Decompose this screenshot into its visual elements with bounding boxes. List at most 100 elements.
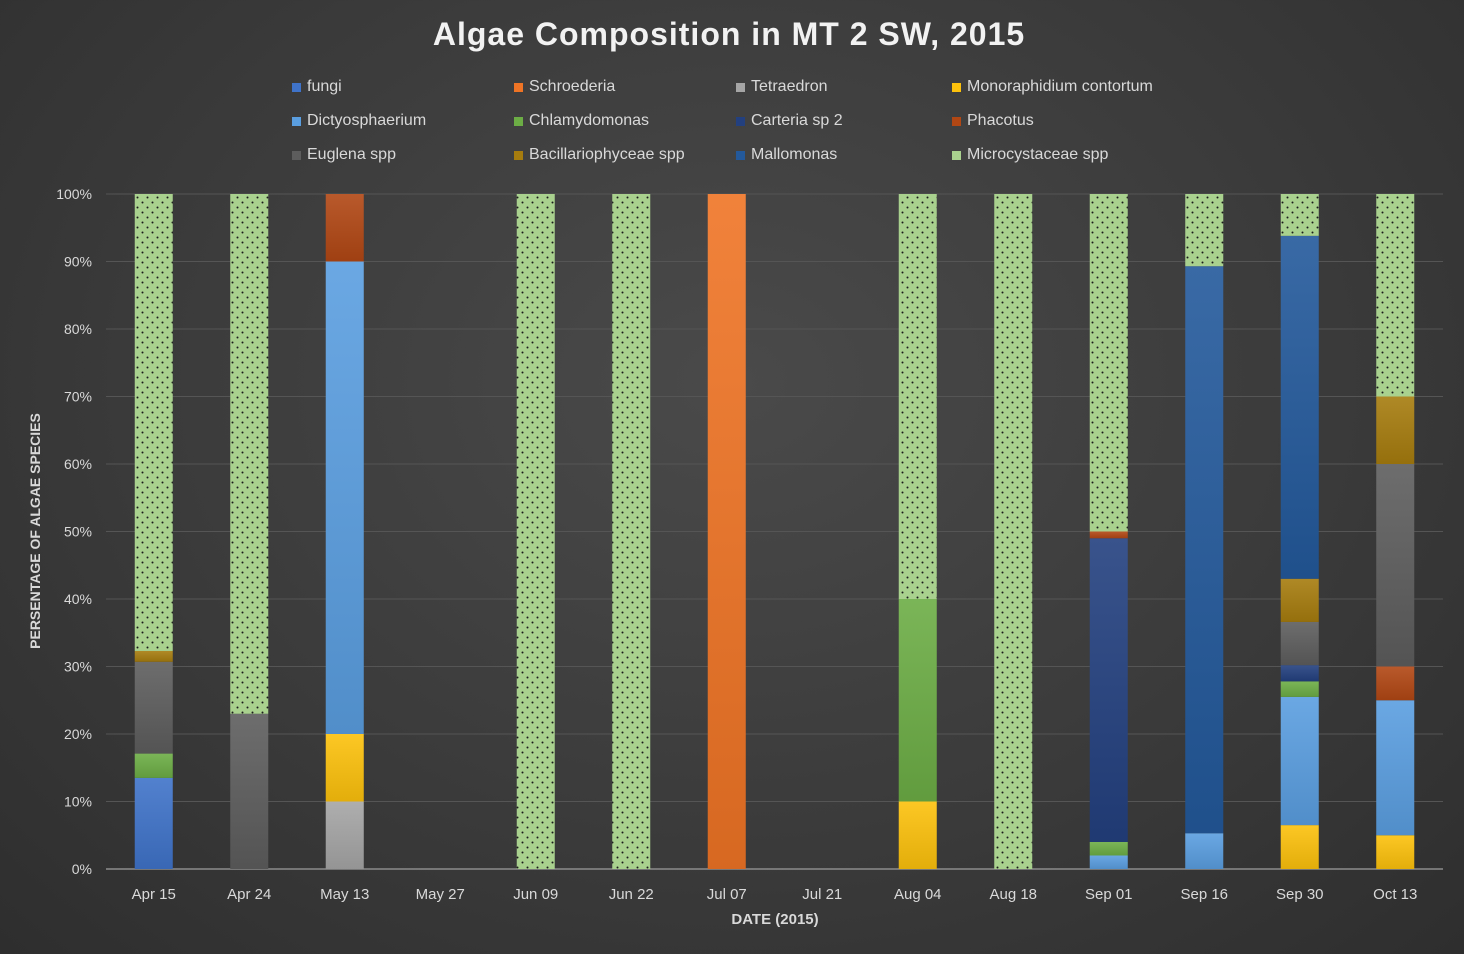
legend-swatch — [514, 116, 523, 126]
y-tick-label: 0% — [72, 861, 92, 877]
x-tick-label: Apr 15 — [132, 886, 176, 903]
bar-segment — [612, 194, 651, 869]
legend-label: Chlamydomonas — [529, 112, 650, 129]
y-tick-label: 70% — [64, 389, 92, 405]
legend-label: Schroederia — [529, 78, 616, 95]
x-tick-label: Aug 18 — [989, 886, 1037, 903]
bar-segment-shade — [325, 261, 364, 734]
legend-label: Microcystaceae spp — [967, 146, 1109, 163]
bar-segment-shade — [325, 194, 364, 262]
bar-segment-shade — [707, 194, 746, 869]
legend-label: Carteria sp 2 — [751, 112, 843, 129]
bar-segment — [994, 194, 1033, 869]
bar-segment — [230, 194, 269, 714]
legend-label: Monoraphidium contortum — [967, 78, 1153, 95]
x-tick-label: Oct 13 — [1373, 886, 1417, 903]
bar-segment — [516, 194, 555, 869]
y-tick-label: 30% — [64, 659, 92, 675]
legend-item: Schroederia — [514, 78, 615, 96]
y-tick-label: 90% — [64, 254, 92, 270]
x-tick-label: Jul 07 — [707, 886, 747, 903]
bar-segment-shade — [1280, 578, 1319, 622]
legend-label: Bacillariophyceae spp — [529, 146, 685, 163]
bar-segment-shade — [1376, 700, 1415, 836]
x-tick-label: Sep 16 — [1180, 886, 1228, 903]
x-tick-label: Jul 21 — [802, 886, 842, 903]
legend-swatch — [514, 150, 523, 160]
bar-segment-shade — [1185, 833, 1224, 869]
legend-item: fungi — [292, 78, 342, 96]
bar-segment-shade — [1089, 531, 1128, 539]
x-tick-label: Jun 22 — [609, 886, 654, 903]
legend-swatch — [736, 82, 745, 92]
legend-swatch — [736, 150, 745, 160]
chart-title: Algae Composition in MT 2 SW, 2015 — [432, 16, 1026, 52]
y-tick-label: 10% — [64, 794, 92, 810]
x-tick-label: Apr 24 — [227, 886, 271, 903]
legend-swatch — [736, 116, 745, 126]
legend-label: Euglena spp — [307, 146, 396, 163]
bar-segment-shade — [134, 753, 173, 778]
legend-swatch — [514, 82, 523, 92]
y-tick-label: 20% — [64, 726, 92, 742]
y-tick-label: 50% — [64, 524, 92, 540]
legend-label: Dictyosphaerium — [307, 112, 427, 129]
legend-item: Bacillariophyceae spp — [514, 146, 685, 164]
bar-segment-shade — [1089, 855, 1128, 869]
legend-swatch — [952, 82, 961, 92]
x-tick-label: Sep 01 — [1085, 886, 1133, 903]
x-tick-label: Sep 30 — [1276, 886, 1324, 903]
bar-segment-shade — [1376, 396, 1415, 464]
bar-segment-shade — [1280, 696, 1319, 826]
bar-segment-shade — [325, 801, 364, 869]
bar-segment-shade — [325, 734, 364, 802]
bar-segment-shade — [1376, 835, 1415, 869]
legend-item: Carteria sp 2 — [736, 112, 843, 130]
legend-swatch — [292, 116, 301, 126]
legend-item: Mallomonas — [736, 146, 837, 164]
y-tick-label: 60% — [64, 456, 92, 472]
bar-segment-shade — [1280, 825, 1319, 869]
bar-segment-shade — [1280, 235, 1319, 579]
bar-segment — [1185, 194, 1224, 267]
x-tick-label: May 27 — [416, 886, 465, 903]
legend-item: Euglena spp — [292, 146, 396, 164]
y-tick-label: 40% — [64, 591, 92, 607]
bar-segment-shade — [1376, 666, 1415, 701]
bar-segment-shade — [898, 801, 937, 869]
bar-segment-shade — [898, 599, 937, 802]
x-tick-label: Jun 09 — [513, 886, 558, 903]
y-axis-label: PERSENTAGE OF ALGAE SPECIES — [27, 413, 43, 649]
legend-label: Mallomonas — [751, 146, 838, 163]
y-tick-label: 100% — [56, 186, 92, 202]
x-axis-ticks: Apr 15 Apr 24 May 13 May 27 Jun 09 Jun 22 Jul … — [132, 886, 1418, 903]
legend-item: Phacotus — [952, 112, 1034, 130]
y-tick-label: 80% — [64, 321, 92, 337]
legend: fungi Schroederia Tetraedron Monoraphidium … — [292, 78, 1272, 182]
bar-segment-shade — [134, 650, 173, 662]
legend-label: Phacotus — [967, 112, 1034, 129]
legend-label: fungi — [307, 78, 342, 95]
bar-segment-shade — [1089, 842, 1128, 856]
legend-item: Chlamydomonas — [514, 112, 649, 130]
bar-segment-shade — [1089, 538, 1128, 842]
legend-item: Microcystaceae spp — [952, 146, 1108, 164]
bar-segment — [898, 194, 937, 599]
bar-segment-shade — [134, 661, 173, 754]
bar-segment-shade — [1280, 621, 1319, 666]
x-axis-label: DATE (2015) — [731, 911, 819, 928]
bar-segment-shade — [134, 777, 173, 869]
bar-segment-shade — [1185, 266, 1224, 834]
bar-segment — [134, 194, 173, 651]
legend-swatch — [952, 116, 961, 126]
bar-segment-shade — [1280, 681, 1319, 697]
legend-label: Tetraedron — [751, 78, 828, 95]
legend-swatch — [292, 82, 301, 92]
bar-segment — [1280, 194, 1319, 236]
bar-segment — [1376, 194, 1415, 397]
legend-swatch — [292, 150, 301, 160]
bars — [134, 194, 1415, 869]
legend-item: Monoraphidium contortum — [952, 78, 1153, 96]
legend-item: Tetraedron — [736, 78, 828, 96]
